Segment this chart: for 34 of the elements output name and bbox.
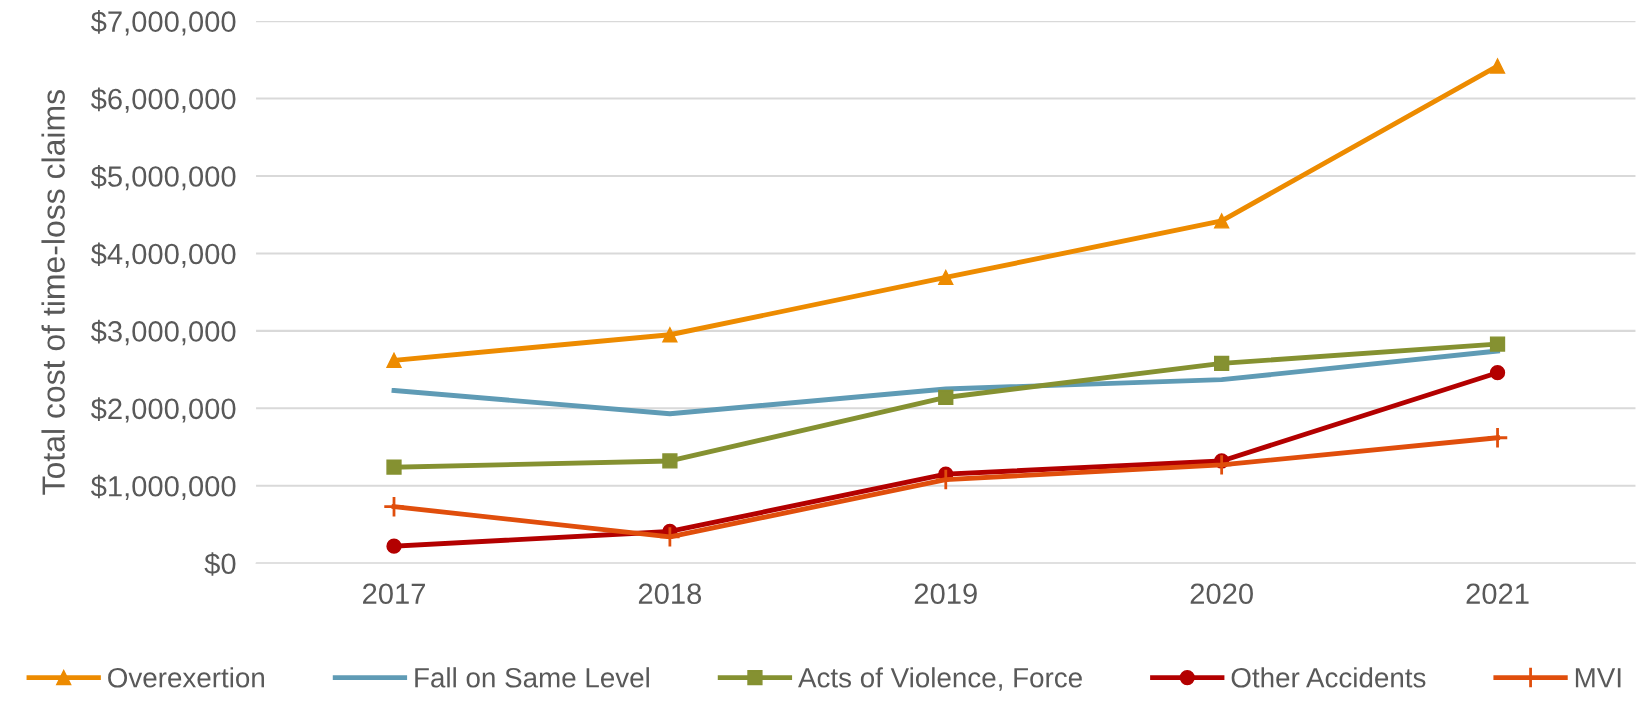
y-tick-label: $6,000,000	[90, 87, 236, 113]
legend-label: Acts of Violence, Force	[798, 667, 1082, 691]
point	[386, 352, 402, 368]
point	[938, 389, 954, 406]
y-tick-label: $2,000,000	[90, 397, 236, 423]
point	[1489, 365, 1506, 381]
x-tick-label: 2018	[638, 583, 702, 605]
y-tick-label: $4,000,000	[90, 242, 236, 268]
point	[386, 459, 402, 475]
point	[382, 495, 406, 518]
x-tick-label: 2021	[1466, 583, 1529, 605]
point	[1214, 213, 1230, 229]
legend-label: Overexertion	[108, 667, 264, 688]
legend-label: Other Accidents	[1231, 667, 1426, 688]
y-tick-label: $7,000,000	[90, 10, 236, 36]
point	[662, 327, 678, 343]
y-tick-label: $0	[204, 552, 236, 576]
point	[1489, 336, 1506, 352]
x-tick-label: 2020	[1190, 583, 1253, 605]
point	[1489, 58, 1506, 74]
y-tick-label: $1,000,000	[90, 474, 236, 501]
legend-label: MVI	[1575, 668, 1621, 688]
point	[1486, 426, 1509, 449]
x-tick-label: 2019	[914, 583, 977, 605]
legend-label: Fall on Same Level	[415, 667, 649, 688]
point	[658, 525, 681, 548]
y-axis-title: Total cost of time-loss claims	[41, 90, 65, 495]
point	[386, 538, 402, 554]
point	[938, 269, 954, 286]
point	[1214, 355, 1230, 372]
x-tick-label: 2017	[363, 583, 425, 605]
y-tick-label: $5,000,000	[90, 164, 236, 191]
point	[662, 453, 678, 469]
y-tick-label: $3,000,000	[90, 319, 236, 346]
